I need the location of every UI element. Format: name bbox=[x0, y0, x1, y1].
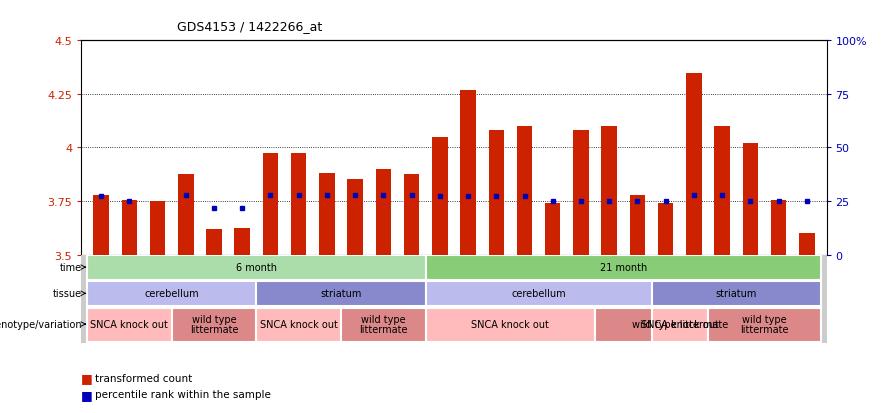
Text: SNCA knock out: SNCA knock out bbox=[471, 319, 549, 329]
Text: cerebellum: cerebellum bbox=[144, 289, 199, 299]
Bar bbox=[87, 256, 426, 280]
Text: striatum: striatum bbox=[320, 289, 362, 299]
Text: 6 month: 6 month bbox=[236, 263, 277, 273]
Text: wild type
littermate: wild type littermate bbox=[740, 314, 789, 335]
Text: wild type
littermate: wild type littermate bbox=[190, 314, 239, 335]
Text: wild type
littermate: wild type littermate bbox=[359, 314, 408, 335]
Bar bbox=[171, 308, 256, 342]
Bar bbox=[517, 127, 532, 255]
Bar bbox=[432, 138, 447, 255]
Bar bbox=[347, 179, 363, 255]
Bar bbox=[122, 200, 137, 255]
Bar bbox=[714, 127, 730, 255]
Text: genotype/variation: genotype/variation bbox=[0, 319, 82, 329]
Text: SNCA knock out: SNCA knock out bbox=[90, 319, 168, 329]
Text: percentile rank within the sample: percentile rank within the sample bbox=[95, 389, 271, 399]
Bar bbox=[601, 127, 617, 255]
Text: wild type littermate: wild type littermate bbox=[632, 319, 728, 329]
Bar bbox=[708, 308, 821, 342]
Bar bbox=[426, 308, 595, 342]
Text: ■: ■ bbox=[81, 388, 93, 401]
Bar bbox=[799, 234, 814, 255]
Text: striatum: striatum bbox=[715, 289, 757, 299]
Bar bbox=[629, 195, 645, 255]
Bar bbox=[545, 204, 560, 255]
Text: time: time bbox=[60, 263, 82, 273]
Bar bbox=[256, 282, 426, 307]
Bar bbox=[489, 131, 504, 255]
Bar bbox=[461, 90, 476, 255]
Bar bbox=[376, 169, 391, 255]
Bar bbox=[256, 308, 341, 342]
Bar bbox=[595, 308, 765, 342]
Bar bbox=[94, 195, 109, 255]
Bar bbox=[426, 256, 821, 280]
Text: SNCA knock out: SNCA knock out bbox=[260, 319, 338, 329]
Bar bbox=[743, 144, 758, 255]
Bar bbox=[771, 200, 786, 255]
Bar bbox=[206, 229, 222, 255]
Text: 21 month: 21 month bbox=[599, 263, 647, 273]
Bar bbox=[573, 131, 589, 255]
Bar bbox=[652, 308, 708, 342]
Text: SNCA knock out: SNCA knock out bbox=[641, 319, 719, 329]
Bar bbox=[341, 308, 426, 342]
Bar bbox=[319, 174, 335, 255]
Bar bbox=[404, 175, 419, 255]
Bar bbox=[291, 154, 307, 255]
Bar bbox=[652, 282, 821, 307]
Bar bbox=[87, 308, 171, 342]
Bar bbox=[658, 204, 674, 255]
Bar bbox=[234, 228, 250, 255]
Bar bbox=[87, 282, 256, 307]
Text: tissue: tissue bbox=[53, 289, 82, 299]
Text: cerebellum: cerebellum bbox=[511, 289, 566, 299]
Text: transformed count: transformed count bbox=[95, 373, 193, 383]
Bar bbox=[426, 282, 652, 307]
Bar bbox=[263, 154, 278, 255]
Text: GDS4153 / 1422266_at: GDS4153 / 1422266_at bbox=[177, 20, 322, 33]
Bar bbox=[149, 202, 165, 255]
Text: ■: ■ bbox=[81, 371, 93, 385]
Bar bbox=[178, 175, 194, 255]
Bar bbox=[686, 74, 702, 255]
